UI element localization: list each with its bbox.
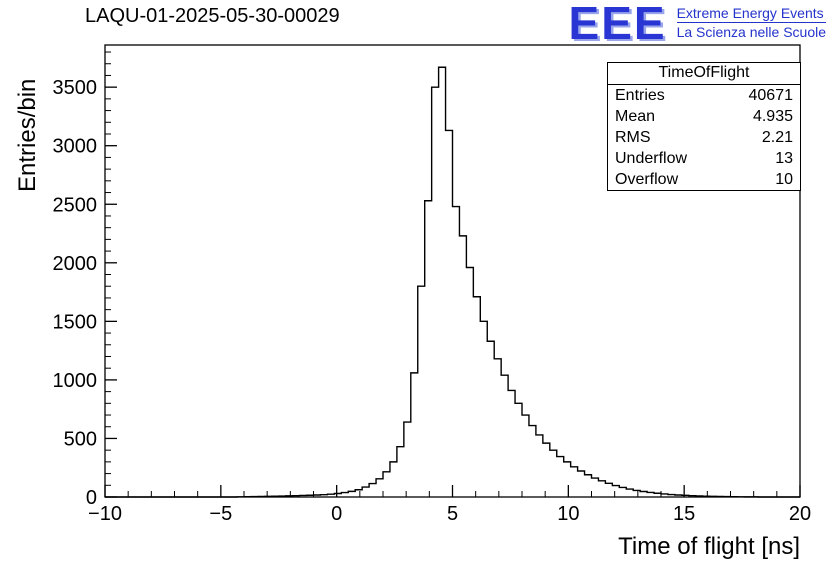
page-title: LAQU-01-2025-05-30-00029 — [85, 5, 340, 27]
svg-text:1000: 1000 — [53, 370, 98, 392]
stat-value: 10 — [775, 171, 793, 188]
eee-logo-line1: Extreme Energy Events — [676, 5, 826, 23]
stat-label: Underflow — [615, 150, 688, 167]
x-axis-title: Time of flight [ns] — [618, 533, 800, 560]
eee-logo: EEE Extreme Energy Events La Scienza nel… — [568, 0, 826, 49]
svg-text:3500: 3500 — [53, 77, 98, 99]
stat-label: Entries — [615, 87, 665, 104]
svg-text:15: 15 — [673, 503, 695, 525]
eee-logo-letters: EEE — [568, 0, 667, 49]
svg-text:3000: 3000 — [53, 136, 98, 158]
eee-logo-text: Extreme Energy Events La Scienza nelle S… — [676, 2, 826, 40]
stat-row: Mean 4.935 — [608, 106, 800, 127]
svg-text:−10: −10 — [88, 503, 122, 525]
stats-box-title: TimeOfFlight — [608, 63, 800, 85]
stat-row: Underflow 13 — [608, 148, 800, 169]
stat-label: RMS — [615, 129, 651, 146]
stat-row: RMS 2.21 — [608, 127, 800, 148]
svg-text:500: 500 — [64, 428, 97, 450]
svg-text:1500: 1500 — [53, 311, 98, 333]
stat-value: 2.21 — [761, 129, 793, 146]
stat-value: 40671 — [748, 87, 794, 104]
svg-text:20: 20 — [789, 503, 811, 525]
stats-box: TimeOfFlight Entries 40671 Mean 4.935 RMS 2.2… — [607, 62, 801, 191]
stat-label: Overflow — [615, 171, 679, 188]
svg-text:2500: 2500 — [53, 194, 98, 216]
svg-text:0: 0 — [86, 487, 97, 509]
svg-text:−5: −5 — [209, 503, 232, 525]
stats-box-rows: Entries 40671 Mean 4.935 RMS 2.21 Underflow 13 O… — [608, 85, 800, 190]
stat-row: Overflow 10 — [608, 169, 800, 190]
stat-value: 13 — [775, 150, 793, 167]
svg-text:10: 10 — [557, 503, 579, 525]
stat-row: Entries 40671 — [608, 85, 800, 106]
svg-text:5: 5 — [447, 503, 458, 525]
svg-text:2000: 2000 — [53, 253, 98, 275]
stat-value: 4.935 — [752, 108, 793, 125]
svg-text:0: 0 — [331, 503, 342, 525]
stat-label: Mean — [615, 108, 656, 125]
eee-logo-line2: La Scienza nelle Scuole — [676, 24, 826, 40]
y-axis-title: Entries/bin — [14, 78, 41, 192]
